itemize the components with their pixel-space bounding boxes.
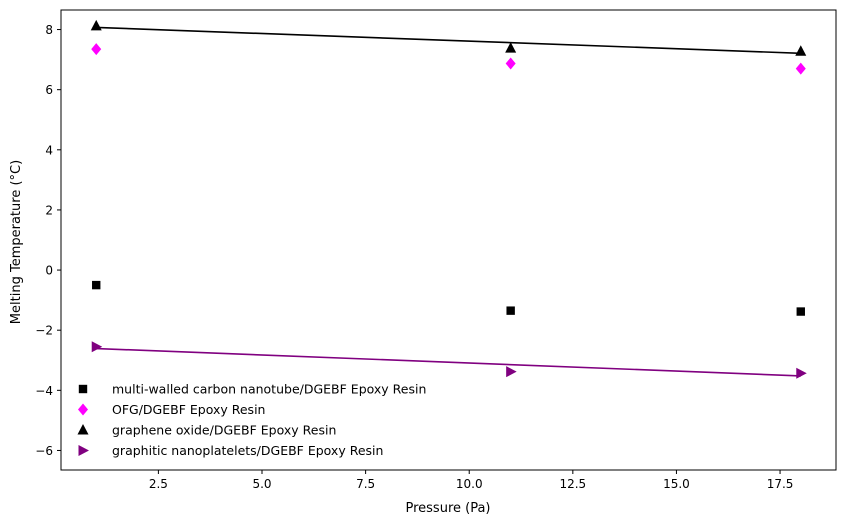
data-point-series-4 <box>91 341 103 353</box>
data-point-series-3 <box>505 42 517 53</box>
data-point-series-2 <box>795 62 806 75</box>
data-point-series-4 <box>796 367 807 379</box>
x-tick-label: 7.5 <box>356 477 375 491</box>
plot-frame <box>60 9 837 471</box>
data-point-series-3 <box>795 45 807 56</box>
y-tick-label: −2 <box>35 324 53 338</box>
y-tick-label: 4 <box>45 143 53 157</box>
legend-marker <box>78 384 88 394</box>
legend: multi-walled carbon nanotube/DGEBF Epoxy… <box>77 382 426 458</box>
data-point-series-1 <box>796 307 805 316</box>
axes: 2.5 5.0 7.5 10.0 12.5 15.0 17.5 −6 −4 −2 0 2 4 6 8 <box>35 9 837 491</box>
x-tick-label: 10.0 <box>456 477 483 491</box>
x-tick-label: 5.0 <box>252 477 271 491</box>
y-axis-label: Melting Temperature (°C) <box>9 160 24 324</box>
plot-area <box>90 19 807 379</box>
y-tick-label: −4 <box>35 384 53 398</box>
fit-line-series-3 <box>96 26 801 55</box>
legend-marker <box>77 424 89 435</box>
y-tick-label: −6 <box>35 444 53 458</box>
legend-marker <box>78 403 88 416</box>
x-tick-label: 15.0 <box>663 477 690 491</box>
y-tick-label: 8 <box>45 23 53 37</box>
legend-label: graphitic nanoplatelets/DGEBF Epoxy Resi… <box>112 443 383 458</box>
legend-label: multi-walled carbon nanotube/DGEBF Epoxy… <box>112 382 426 397</box>
x-tick-label: 12.5 <box>559 477 586 491</box>
x-tick-label: 2.5 <box>149 477 168 491</box>
legend-label: graphene oxide/DGEBF Epoxy Resin <box>112 423 336 438</box>
legend-label: OFG/DGEBF Epoxy Resin <box>112 402 265 417</box>
x-axis-label: Pressure (Pa) <box>405 501 490 516</box>
x-tick-label: 17.5 <box>767 477 794 491</box>
data-point-series-4 <box>506 366 517 378</box>
y-tick-label: 2 <box>45 203 53 217</box>
data-point-series-2 <box>91 43 102 56</box>
legend-marker <box>78 445 89 456</box>
y-tick-label: 0 <box>45 264 53 278</box>
data-point-series-1 <box>92 280 101 290</box>
data-point-series-2 <box>505 57 516 70</box>
y-tick-label: 6 <box>45 83 53 97</box>
fit-line-series-4 <box>96 347 801 377</box>
data-point-series-1 <box>506 306 515 315</box>
data-point-series-3 <box>90 19 102 31</box>
